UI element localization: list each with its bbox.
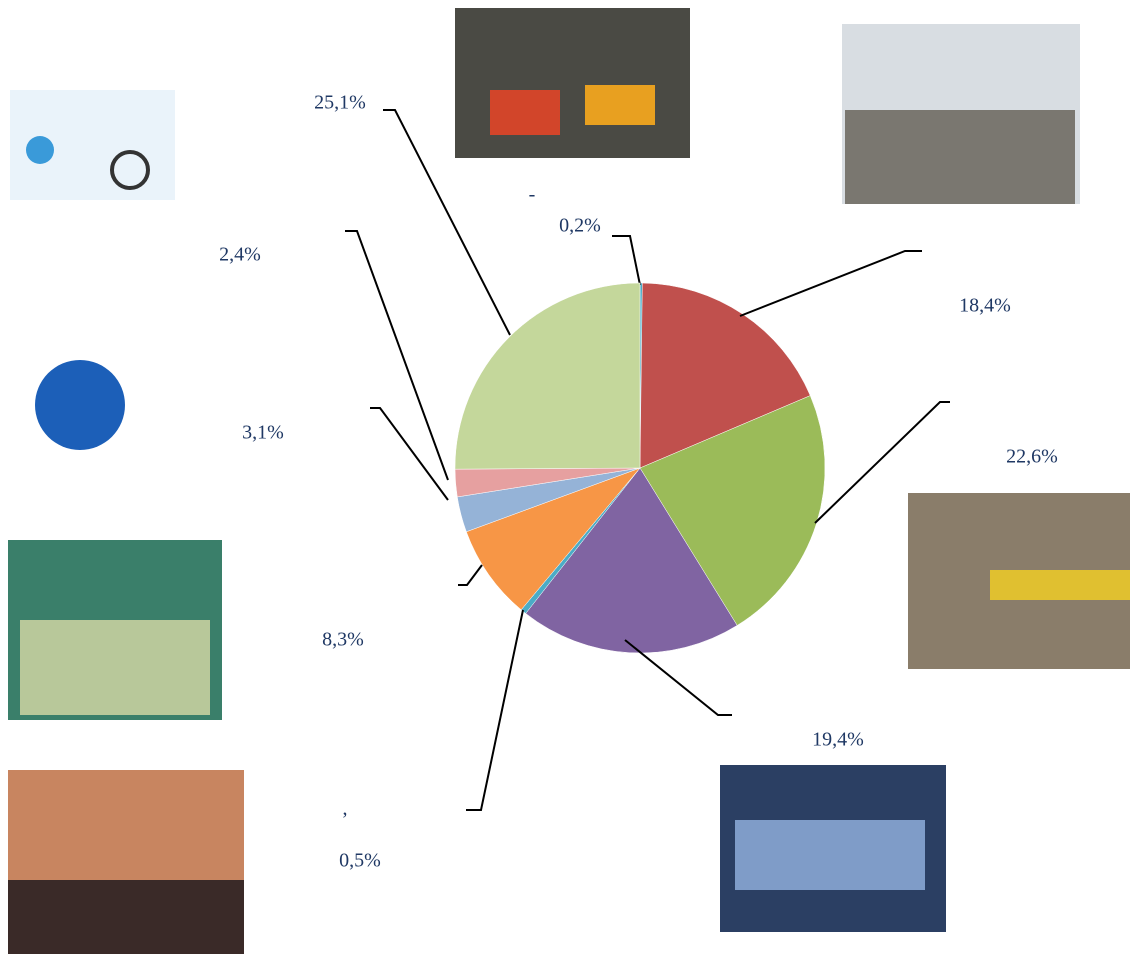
slice-label: 0,5%	[339, 850, 381, 872]
building	[845, 110, 1075, 204]
slice-label: 25,1%	[314, 92, 366, 114]
pie-slice	[466, 467, 641, 611]
pie-slice	[454, 282, 641, 470]
factory-crane	[990, 570, 1130, 600]
leader-line	[612, 235, 641, 286]
slice-label: 8,3%	[322, 629, 364, 651]
trucks	[735, 820, 925, 890]
slice-label: 3,1%	[242, 422, 284, 444]
pie-slice	[639, 395, 826, 626]
leader-line	[466, 609, 524, 811]
slice-label: 18,4%	[959, 295, 1011, 317]
health-icon	[26, 136, 54, 164]
excavator	[490, 90, 560, 135]
mining-picture	[455, 8, 690, 158]
pictures	[8, 8, 1130, 954]
pie-slice	[525, 467, 738, 654]
leader-line	[345, 230, 449, 481]
annotation: ,	[343, 798, 348, 820]
leader-line	[458, 564, 483, 586]
slice-label: 0,2%	[559, 215, 601, 237]
leader-line	[739, 250, 922, 317]
truck	[585, 85, 655, 125]
leader-line	[370, 407, 449, 501]
leader-line	[624, 639, 732, 716]
annotation: -	[529, 184, 536, 206]
market-goods	[20, 620, 210, 715]
slice-label: 2,4%	[219, 244, 261, 266]
leader-line	[814, 401, 950, 524]
leader-line	[383, 109, 511, 336]
globe-icon	[35, 360, 125, 450]
slice-label: 19,4%	[812, 729, 864, 751]
slice-label: 22,6%	[1006, 446, 1058, 468]
electricity-ground	[8, 880, 244, 954]
stethoscope-icon	[110, 150, 150, 190]
